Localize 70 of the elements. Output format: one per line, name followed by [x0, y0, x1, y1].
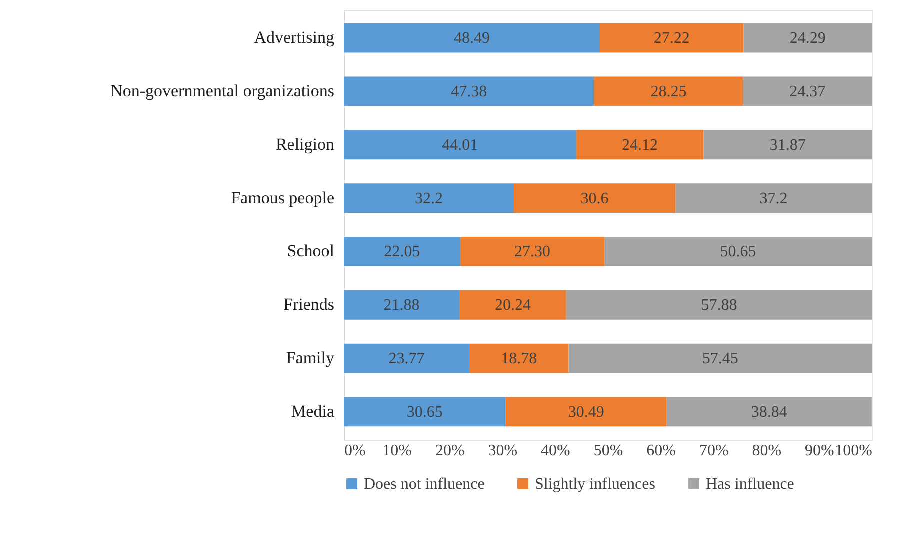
data-label: 30.49: [568, 404, 604, 421]
data-label: 24.29: [790, 30, 826, 48]
x-tick-label: 40%: [541, 442, 570, 460]
bar: [566, 290, 872, 320]
legend-label: Does not influence: [364, 476, 485, 493]
x-tick-label: 20%: [435, 442, 465, 460]
data-label: 27.30: [514, 244, 550, 261]
data-label: 37.2: [760, 190, 788, 208]
y-tick-label: Family: [286, 348, 335, 368]
bar: [594, 76, 744, 106]
y-tick-label: Religion: [276, 134, 335, 154]
x-tick-label: 70%: [699, 442, 729, 460]
x-tick-label: 0%: [344, 442, 366, 460]
data-label: 23.77: [388, 350, 425, 368]
bar: [344, 237, 460, 266]
x-tick-label: 60%: [646, 442, 676, 460]
y-tick-label: Friends: [284, 295, 334, 314]
legend-label: Slightly influences: [535, 476, 656, 493]
bar: [704, 130, 872, 160]
data-label: 27.22: [654, 30, 690, 48]
data-label: 31.87: [770, 136, 806, 154]
data-label: 20.24: [494, 297, 531, 314]
bar: [470, 344, 569, 374]
bar: [344, 76, 594, 106]
x-tick-label: 100%: [835, 442, 872, 460]
data-label: 38.84: [751, 404, 788, 421]
bar: [344, 290, 460, 320]
data-label: 47.38: [451, 83, 488, 100]
bar: [344, 184, 514, 213]
y-tick-label: Advertising: [254, 28, 335, 48]
data-label: 48.49: [454, 30, 490, 48]
data-label: 44.01: [442, 136, 478, 154]
data-label: 21.88: [384, 297, 420, 314]
data-label: 32.2: [415, 190, 444, 208]
bar: [568, 344, 872, 374]
bar: [600, 23, 744, 53]
bar: [743, 76, 872, 106]
x-tick-label: 30%: [488, 442, 518, 460]
bar: [514, 184, 676, 213]
data-label: 30.65: [406, 404, 443, 421]
bar: [676, 184, 872, 213]
y-tick-label: School: [287, 242, 335, 261]
data-label: 24.37: [790, 83, 826, 100]
data-label: 28.25: [650, 83, 687, 100]
bar: [576, 130, 704, 160]
bar: [460, 290, 566, 320]
bar: [666, 397, 872, 427]
bar: [344, 130, 576, 160]
data-label: 18.78: [501, 350, 538, 368]
bar: [344, 397, 506, 427]
bar: [344, 344, 470, 374]
x-tick-label: 80%: [752, 442, 782, 460]
y-tick-label: Famous people: [231, 188, 334, 208]
data-label: 57.88: [701, 297, 738, 314]
bar: [460, 237, 605, 266]
bar: [744, 23, 872, 53]
bar: [604, 237, 872, 266]
bar: [506, 397, 667, 427]
data-label: 22.05: [384, 244, 420, 261]
data-label: 57.45: [702, 350, 738, 368]
bar: [344, 23, 600, 53]
data-label: 30.6: [580, 190, 609, 208]
y-tick-label: Media: [291, 402, 335, 421]
data-label: 50.65: [720, 244, 756, 261]
x-tick-label: 50%: [594, 442, 624, 460]
x-tick-label: 90%: [805, 442, 834, 460]
x-tick-label: 10%: [382, 442, 412, 460]
y-tick-label: Non-governmental organizations: [110, 81, 334, 100]
data-label: 24.12: [622, 136, 658, 154]
legend-label: Has influence: [706, 476, 794, 493]
